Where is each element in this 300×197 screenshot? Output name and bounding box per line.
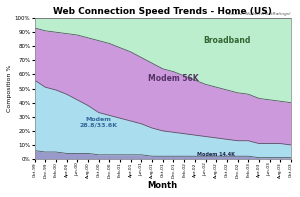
Text: (Source: Nielsen//NetRatings): (Source: Nielsen//NetRatings)	[226, 12, 291, 16]
Y-axis label: Composition %: Composition %	[7, 65, 12, 112]
Text: Modem 14.4K: Modem 14.4K	[197, 152, 235, 157]
Title: Web Connection Speed Trends - Home (US): Web Connection Speed Trends - Home (US)	[53, 7, 272, 16]
X-axis label: Month: Month	[148, 181, 178, 190]
Text: Modem
28.8/33.6K: Modem 28.8/33.6K	[80, 117, 118, 128]
Text: Broadband: Broadband	[203, 36, 250, 45]
Text: Modem 56K: Modem 56K	[148, 74, 199, 83]
